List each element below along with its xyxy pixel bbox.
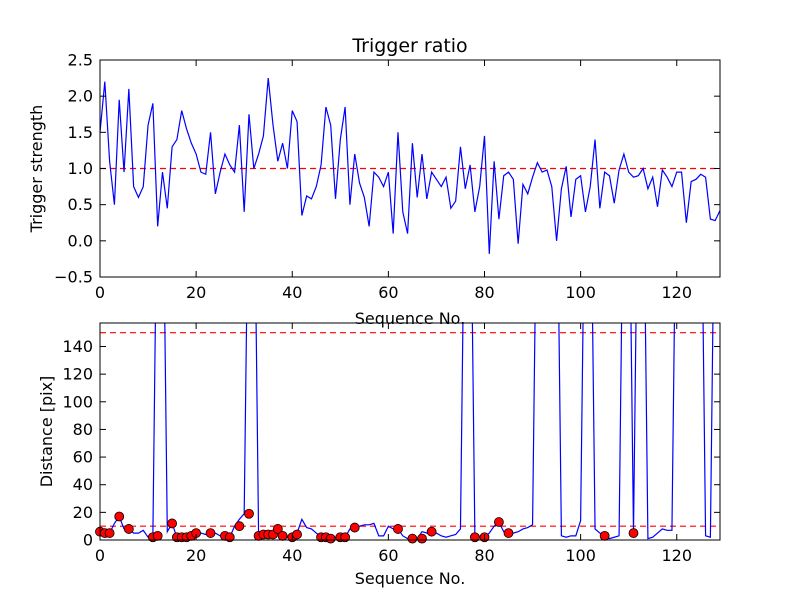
x-tick-label: 80 [474, 283, 494, 302]
data-point [272, 524, 283, 534]
x-tick-label: 60 [378, 546, 398, 565]
data-point [205, 528, 216, 538]
x-tick-label: 40 [282, 283, 302, 302]
x-axis-label: Sequence No. [355, 569, 466, 588]
x-tick-label: 80 [474, 546, 494, 565]
x-tick-label: 120 [661, 283, 692, 302]
chart-title: Trigger ratio [351, 35, 467, 57]
data-point [469, 532, 480, 543]
y-axis-label: Distance [pix] [37, 376, 56, 488]
x-tick-label: 20 [186, 546, 206, 565]
x-tick-label: 100 [565, 283, 596, 302]
data-point [426, 526, 437, 537]
data-point [167, 518, 177, 529]
axes-frame [99, 322, 721, 541]
data-point [349, 522, 360, 533]
data-point [325, 533, 336, 544]
y-axis-label: Trigger strength [27, 105, 46, 234]
y-tick-label: 60 [73, 448, 93, 467]
data-point [114, 511, 125, 522]
data-point [234, 521, 245, 532]
y-tick-label: 100 [62, 392, 93, 411]
x-tick-label: 120 [661, 546, 692, 565]
distance-plot: 0 20 40 60 80 100 120 0 20 40 60 80 100 120 140 Sequenc… [37, 322, 721, 588]
x-axis-label: Sequence No. [355, 309, 466, 328]
y-tick-label: 0.5 [68, 195, 93, 214]
y-tick-label: 80 [73, 420, 93, 439]
data-point [224, 532, 235, 543]
data-point [123, 524, 134, 534]
x-tick-label: 20 [186, 283, 206, 302]
y-tick-label: 2.0 [68, 87, 93, 106]
y-tick-label: 20 [73, 503, 93, 522]
data-point [152, 530, 163, 541]
trigger-ratio-plot: 0 20 40 60 80 100 120 −0.5 0.0 0.5 1.0 1.5 2.0 2.5 Tri… [27, 35, 721, 328]
scatter-series [95, 508, 639, 544]
y-tick-label: 120 [62, 365, 93, 384]
x-tick-label: 40 [282, 546, 302, 565]
x-tick-label: 100 [565, 546, 596, 565]
data-point [599, 530, 610, 541]
data-point [393, 524, 403, 534]
data-point [104, 528, 115, 538]
x-tick-label: 0 [95, 546, 105, 565]
y-tick-label: 1.5 [68, 123, 93, 142]
data-point [277, 530, 288, 541]
y-tick-label: 40 [73, 475, 93, 494]
data-point [340, 532, 351, 543]
y-tick-label: −0.5 [54, 268, 93, 287]
y-tick-label: 140 [62, 337, 93, 356]
data-point [628, 528, 639, 538]
data-point [494, 517, 504, 527]
y-tick-label: 0 [83, 531, 93, 550]
x-tick-label: 60 [378, 283, 398, 302]
data-point [417, 533, 427, 544]
data-point [244, 508, 254, 519]
y-tick-label: 0.0 [68, 231, 93, 250]
x-tick-label: 0 [95, 283, 105, 302]
y-tick-label: 2.5 [68, 51, 93, 70]
data-point [407, 533, 418, 544]
y-tick-label: 1.0 [68, 159, 93, 178]
data-point [503, 528, 514, 538]
data-point [292, 529, 302, 540]
series-line [100, 78, 720, 254]
